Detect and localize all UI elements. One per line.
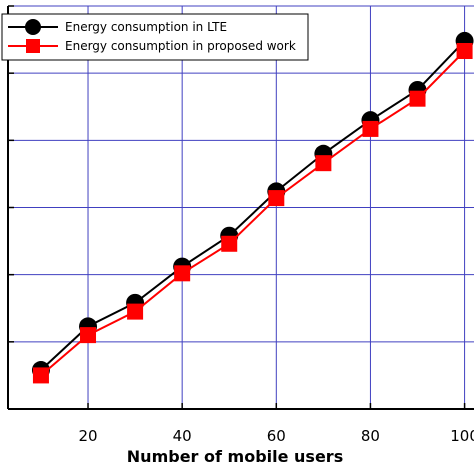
legend-entry-lte: Energy consumption in LTE <box>8 19 227 35</box>
series-line-1 <box>40 50 466 377</box>
series-1 <box>32 43 473 384</box>
legend: Energy consumption in LTE Energy consump… <box>1 13 309 61</box>
series-1-point-8 <box>409 90 426 107</box>
series-1-point-1 <box>80 327 97 344</box>
series-1-point-3 <box>174 265 191 282</box>
legend-label-lte: Energy consumption in LTE <box>65 20 227 34</box>
x-tick-label-1: 40 <box>173 427 192 445</box>
series-1-point-7 <box>362 120 379 137</box>
legend-marker-lte <box>25 19 41 35</box>
series-1-point-4 <box>221 235 238 252</box>
series-1-point-6 <box>315 155 332 172</box>
series-layer <box>31 31 474 384</box>
legend-label-proposed: Energy consumption in proposed work <box>65 39 296 53</box>
x-axis-title: Number of mobile users <box>127 447 343 466</box>
series-1-point-9 <box>456 43 473 60</box>
series-1-point-5 <box>268 190 285 207</box>
series-1-point-0 <box>32 367 49 384</box>
series-1-point-2 <box>127 303 144 320</box>
x-tick-label-2: 60 <box>267 427 286 445</box>
x-tick-label-0: 20 <box>78 427 97 445</box>
x-tick-label-3: 80 <box>361 427 380 445</box>
x-tick-label-4: 100 <box>450 427 474 445</box>
axes <box>7 5 474 410</box>
grid <box>8 5 474 409</box>
tick-labels: 20 40 60 80 100 <box>78 427 474 445</box>
legend-entry-proposed: Energy consumption in proposed work <box>8 39 296 53</box>
legend-box <box>1 13 309 61</box>
series-line-0 <box>40 40 466 371</box>
legend-marker-proposed <box>26 39 40 53</box>
series-0 <box>31 31 474 380</box>
